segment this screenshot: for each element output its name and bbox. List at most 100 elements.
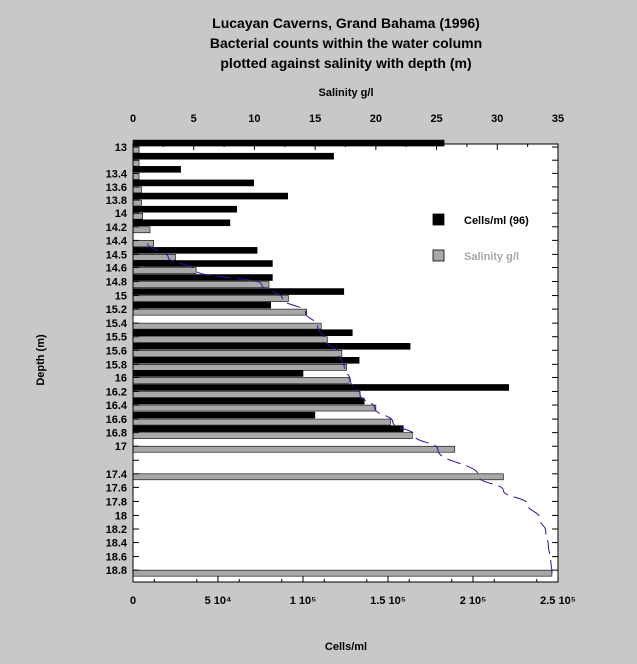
chart-title-line-1: Lucayan Caverns, Grand Bahama (1996)	[212, 15, 480, 31]
legend-label-cells: Cells/ml (96)	[464, 215, 529, 227]
x-bottom-tick-label: 2 10⁵	[460, 595, 487, 607]
y-tick-label: 14	[115, 208, 128, 220]
bar-cells	[132, 370, 304, 377]
y-tick-label: 18.8	[106, 565, 127, 577]
y-tick-label: 18.6	[106, 552, 127, 564]
y-tick-label: 15.2	[106, 304, 127, 316]
bar-salinity	[132, 159, 140, 167]
y-axis-label: Depth (m)	[35, 334, 47, 386]
y-tick-label: 15.8	[106, 359, 127, 371]
x-top-axis-label: Salinity g/l	[318, 87, 373, 99]
bar-cells	[132, 411, 316, 419]
y-tick-label: 16.2	[106, 386, 127, 398]
bar-salinity	[132, 146, 140, 154]
bar-cells	[132, 301, 271, 309]
x-bottom-tick-label: 0	[130, 595, 136, 607]
bar-salinity	[132, 432, 413, 439]
y-tick-label: 18.2	[106, 524, 127, 536]
bar-cells	[132, 192, 288, 200]
chart-title-line-2: Bacterial counts within the water column	[210, 35, 482, 51]
bar-cells	[132, 425, 404, 432]
x-bottom-tick-label: 1 10⁵	[290, 595, 317, 607]
bar-salinity	[132, 404, 377, 412]
y-tick-label: 16.8	[106, 428, 127, 440]
y-tick-label: 14.5	[106, 249, 127, 261]
bar-salinity	[132, 349, 343, 357]
y-tick-label: 16.4	[106, 400, 128, 412]
legend-label-salinity: Salinity g/l	[464, 251, 519, 263]
bar-cells	[132, 166, 181, 173]
y-tick-label: 17.6	[106, 482, 127, 494]
x-top-tick-label: 0	[130, 113, 136, 125]
salinity-trend-line	[147, 243, 553, 574]
y-tick-label: 14.4	[106, 235, 128, 247]
bar-cells	[132, 397, 365, 405]
bar-salinity	[132, 281, 270, 288]
y-tick-label: 15.5	[106, 332, 127, 344]
bar-salinity	[132, 418, 391, 426]
bar-salinity	[132, 308, 307, 316]
bar-cells	[132, 219, 231, 227]
bar-salinity	[132, 295, 289, 302]
bar-salinity	[132, 186, 142, 194]
bar-cells	[132, 179, 254, 187]
y-tick-label: 18	[115, 510, 127, 522]
bar-salinity	[132, 473, 504, 481]
x-top-tick-label: 35	[552, 113, 564, 125]
x-top-tick-label: 25	[430, 113, 442, 125]
bar-salinity	[132, 173, 140, 180]
y-tick-label: 17	[115, 441, 127, 453]
bar-salinity	[132, 445, 456, 453]
legend-swatch-cells	[432, 213, 445, 226]
y-tick-label: 16	[115, 372, 127, 384]
y-tick-label: 17.4	[106, 469, 128, 481]
y-tick-label: 15	[115, 291, 127, 303]
bar-cells	[132, 152, 334, 160]
x-top-tick-label: 15	[309, 113, 321, 125]
plot-area: 0 5 10⁴ 1 10⁵ 1.5 10⁵ 2 10⁵ 2.5 10⁵ 0 5 10 15 20 25…	[106, 113, 576, 607]
y-tick-label: 13.4	[106, 168, 128, 180]
y-tick-label: 14.6	[106, 263, 127, 275]
x-bottom-axis-label: Cells/ml	[325, 641, 367, 653]
y-tick-label: 15.4	[106, 318, 128, 330]
x-top-tick-label: 30	[491, 113, 503, 125]
bar-cells	[132, 288, 345, 295]
bar-salinity	[132, 212, 144, 220]
bar-cells	[132, 357, 360, 364]
bar-cells	[132, 342, 411, 350]
y-tick-label: 18.4	[106, 538, 128, 550]
y-tick-label: 13	[115, 142, 127, 154]
x-top-tick-label: 10	[248, 113, 260, 125]
x-top-tick-label: 20	[370, 113, 382, 125]
y-tick-label: 13.8	[106, 195, 127, 207]
y-tick-label: 14.2	[106, 222, 127, 234]
bar-salinity	[132, 391, 361, 398]
x-bottom-tick-label: 5 10⁴	[205, 595, 232, 607]
bar-salinity	[132, 240, 154, 247]
bar-salinity	[132, 226, 151, 234]
bar-salinity	[132, 322, 322, 330]
bar-salinity	[132, 267, 197, 274]
x-bottom-tick-label: 2.5 10⁵	[540, 595, 576, 607]
bar-cells	[132, 139, 445, 147]
bar-salinity	[132, 364, 348, 371]
bar-salinity	[132, 336, 328, 344]
bar-cells	[132, 274, 273, 281]
x-top-tick-label: 5	[191, 113, 197, 125]
y-tick-label: 17.8	[106, 496, 127, 508]
bar-cells	[132, 260, 273, 267]
y-tick-label: 13.6	[106, 182, 127, 194]
y-tick-label: 16.6	[106, 414, 127, 426]
x-bottom-tick-label: 1.5 10⁵	[370, 595, 406, 607]
bar-salinity	[132, 569, 553, 577]
bar-salinity	[132, 199, 142, 207]
bar-cells	[132, 205, 237, 213]
chart-title-line-3: plotted against salinity with depth (m)	[220, 55, 471, 71]
y-tick-label: 14.8	[106, 277, 127, 289]
y-tick-label: 15.6	[106, 345, 127, 357]
bar-salinity	[132, 377, 350, 384]
legend-swatch-salinity	[432, 249, 445, 262]
bar-cells	[132, 384, 510, 391]
